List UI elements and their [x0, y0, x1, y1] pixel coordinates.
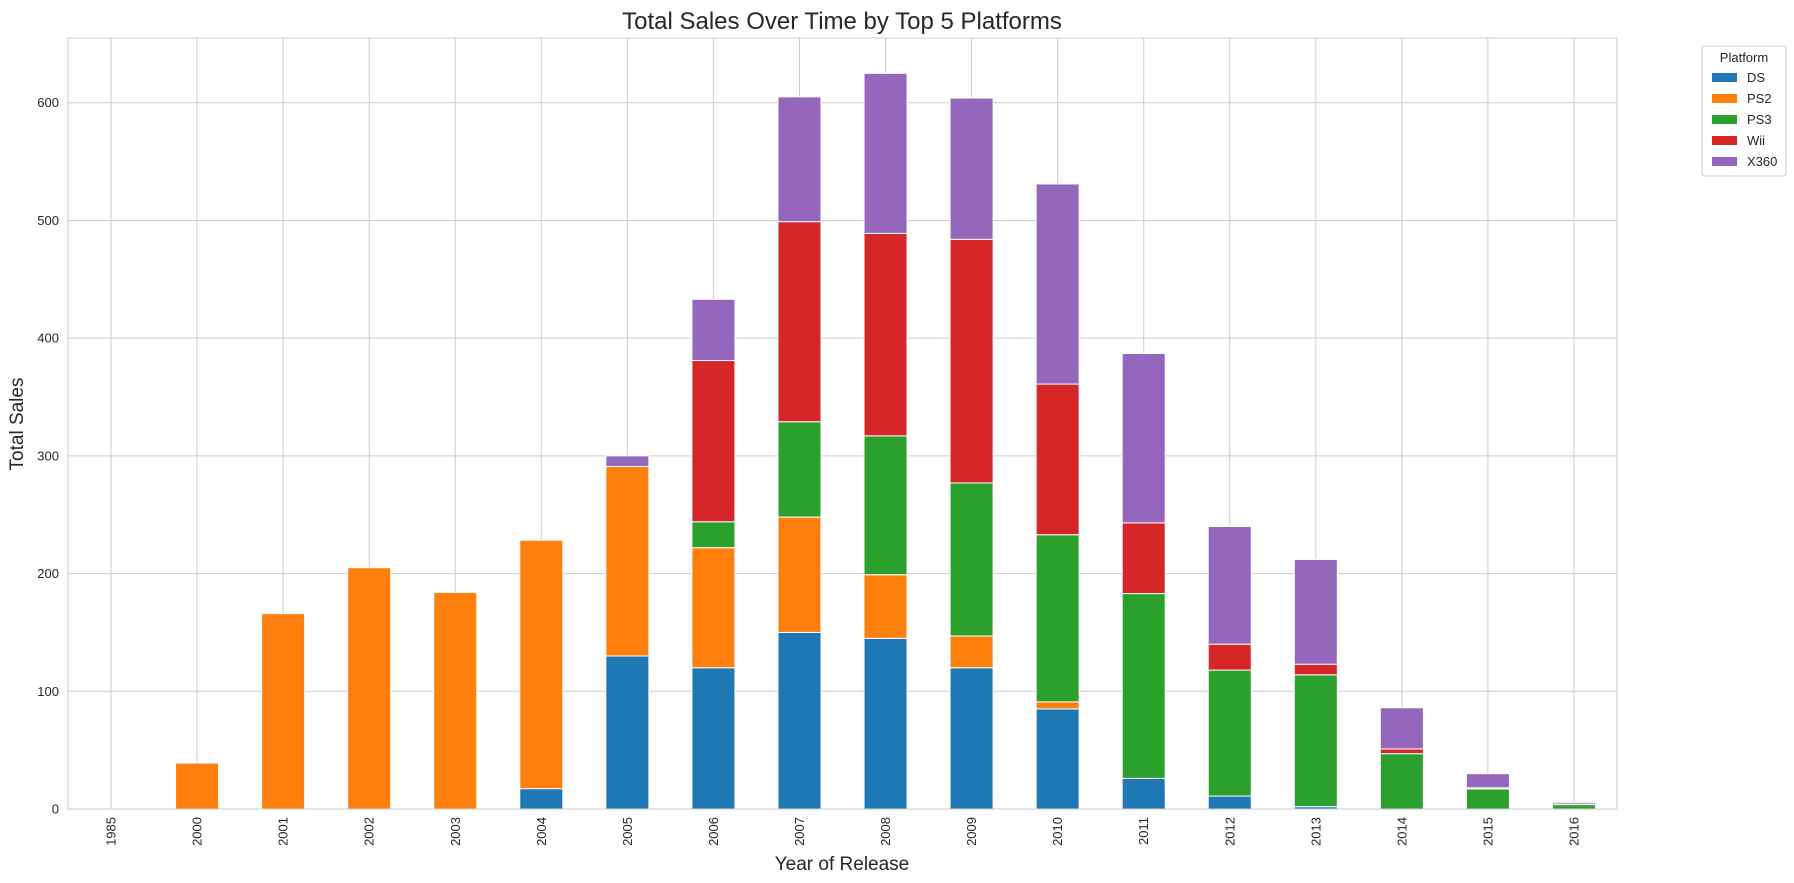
bar-segment-ps3-2010 — [1035, 534, 1080, 703]
x-tick-label: 2015 — [1480, 817, 1495, 846]
y-tick-label: 100 — [37, 684, 59, 699]
bar-segment-ps3-2015 — [1465, 788, 1510, 810]
legend: Platform DS PS2 PS3 Wii X360 — [1701, 45, 1787, 177]
bar-segment-ps3-2013 — [1293, 674, 1338, 808]
x-tick-labels: 1985 2000 2001 2002 2003 2004 2005 2006 2007 2008… — [104, 817, 1582, 846]
x-tick-label: 2010 — [1050, 817, 1065, 846]
bar-segment-x360-2011 — [1121, 352, 1166, 524]
x-tick-label: 2012 — [1222, 817, 1237, 846]
x-tick-label: 2007 — [792, 817, 807, 846]
bar-segment-ps2-2009 — [949, 635, 994, 669]
x-tick-label: 1985 — [104, 817, 119, 846]
x-tick-label: 2001 — [276, 817, 291, 846]
bar-segment-ps3-2011 — [1121, 593, 1166, 779]
x-tick-label: 2008 — [878, 817, 893, 846]
legend-label-ps2: PS2 — [1747, 91, 1772, 106]
bar-segment-ps2-2001 — [261, 613, 306, 810]
bar-segment-ds-2005 — [605, 655, 650, 810]
legend-label-wii: Wii — [1747, 133, 1765, 148]
bar-segment-ps2-2003 — [433, 591, 478, 810]
legend-swatch-ps2 — [1712, 94, 1737, 103]
bar-segment-ps3-2009 — [949, 482, 994, 637]
bar-segment-ps2-2007 — [777, 516, 822, 633]
bar-segment-x360-2005 — [605, 455, 650, 467]
bar-segment-wii-2008 — [863, 232, 908, 437]
legend-title: Platform — [1720, 50, 1768, 65]
bar-segment-ps3-2014 — [1379, 753, 1424, 810]
bar-segment-ps3-2007 — [777, 421, 822, 518]
bar-segment-ps2-2005 — [605, 465, 650, 657]
bar-segment-wii-2013 — [1293, 663, 1338, 676]
bar-segment-ps2-2000 — [175, 762, 220, 810]
bar-segment-wii-2006 — [691, 360, 736, 523]
x-tick-label: 2013 — [1308, 817, 1323, 846]
bar-segment-wii-2011 — [1121, 522, 1166, 595]
y-tick-label: 0 — [52, 802, 59, 817]
legend-swatch-x360 — [1712, 157, 1737, 166]
bar-segment-wii-2012 — [1207, 643, 1252, 671]
bar-segment-x360-2015 — [1465, 773, 1510, 789]
bar-segment-ds-2007 — [777, 631, 822, 810]
x-axis-label: Year of Release — [775, 854, 910, 875]
y-tick-label: 200 — [37, 566, 59, 581]
x-tick-label: 2016 — [1566, 817, 1581, 846]
bar-segment-ds-2008 — [863, 637, 908, 810]
bar-segment-ps2-2010 — [1035, 701, 1080, 710]
y-tick-label: 600 — [37, 95, 59, 110]
bar-segment-ps2-2008 — [863, 574, 908, 639]
y-tick-labels: 0 100 200 300 400 500 600 — [37, 95, 59, 816]
x-tick-label: 2009 — [964, 817, 979, 846]
bar-segment-wii-2010 — [1035, 383, 1080, 536]
y-tick-label: 300 — [37, 448, 59, 463]
bar-segment-x360-2009 — [949, 97, 994, 240]
plot-frame — [67, 37, 1618, 810]
legend-swatch-ps3 — [1712, 115, 1737, 124]
y-axis-label: Total Sales — [7, 378, 28, 471]
bar-segment-ds-2006 — [691, 667, 736, 810]
x-tick-label: 2002 — [362, 817, 377, 846]
chart-title: Total Sales Over Time by Top 5 Platforms — [622, 8, 1062, 35]
bar-segment-wii-2009 — [949, 238, 994, 484]
bar-segment-ps3-2008 — [863, 435, 908, 576]
legend-label-ps3: PS3 — [1747, 112, 1772, 127]
bar-segment-x360-2007 — [777, 96, 822, 223]
bar-segment-ps2-2004 — [519, 539, 564, 790]
bar-segment-ds-2012 — [1207, 795, 1252, 810]
legend-label-ds: DS — [1747, 70, 1765, 85]
legend-label-x360: X360 — [1747, 154, 1777, 169]
x-tick-label: 2014 — [1394, 817, 1409, 846]
bar-segment-ps3-2006 — [691, 521, 736, 549]
bar-segment-ds-2011 — [1121, 777, 1166, 810]
bar-segment-ps3-2012 — [1207, 669, 1252, 797]
bar-segment-x360-2014 — [1379, 707, 1424, 750]
bar-segment-wii-2007 — [777, 221, 822, 423]
bar-segment-ds-2004 — [519, 788, 564, 810]
bars — [89, 72, 1596, 811]
y-tick-label: 500 — [37, 213, 59, 228]
x-tick-label: 2004 — [534, 817, 549, 846]
bar-segment-ps2-2002 — [347, 567, 392, 810]
bar-segment-wii-2014 — [1379, 748, 1424, 755]
bar-segment-x360-2008 — [863, 72, 908, 234]
bar-segment-ps2-2006 — [691, 547, 736, 669]
bar-segment-x360-2006 — [691, 298, 736, 362]
bar-segment-x360-2013 — [1293, 558, 1338, 665]
bar-segment-x360-2016 — [1551, 801, 1596, 805]
x-tick-label: 2011 — [1136, 817, 1151, 845]
x-tick-label: 2006 — [706, 817, 721, 846]
x-tick-label: 2005 — [620, 817, 635, 846]
legend-swatch-wii — [1712, 136, 1737, 145]
y-tick-label: 400 — [37, 331, 59, 346]
bar-segment-x360-2012 — [1207, 525, 1252, 645]
x-tick-label: 2000 — [190, 817, 205, 846]
legend-swatch-ds — [1712, 73, 1737, 82]
bar-segment-ds-2009 — [949, 667, 994, 810]
x-tick-label: 2003 — [448, 817, 463, 846]
bar-segment-x360-2010 — [1035, 183, 1080, 385]
bar-segment-ds-2010 — [1035, 708, 1080, 810]
